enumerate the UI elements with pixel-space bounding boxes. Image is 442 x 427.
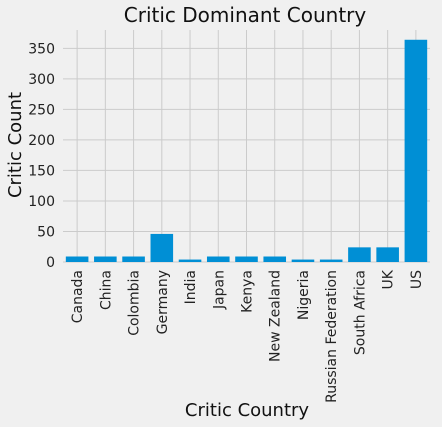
bar bbox=[206, 256, 230, 262]
bar bbox=[404, 39, 428, 263]
x-tick-label: Canada bbox=[70, 270, 86, 323]
x-tick-label: US bbox=[409, 270, 425, 289]
bar bbox=[65, 256, 89, 262]
x-axis-label: Critic Country bbox=[185, 400, 310, 421]
x-tick-label: UK bbox=[381, 269, 397, 289]
x-tick-label: Japan bbox=[211, 270, 227, 310]
bar bbox=[376, 247, 399, 262]
x-tick-labels: Canada China Colombia Germany India Japan Keny… bbox=[70, 269, 425, 403]
gridlines bbox=[63, 30, 430, 263]
bar bbox=[235, 256, 258, 262]
bar bbox=[178, 259, 202, 262]
y-tick-label: 200 bbox=[28, 133, 55, 149]
x-tick-label: Germany bbox=[155, 270, 171, 334]
bars bbox=[65, 39, 428, 263]
x-tick-label: New Zealand bbox=[268, 270, 284, 362]
bar bbox=[150, 233, 174, 262]
y-tick-labels: 0 50 100 150 200 250 300 350 bbox=[28, 41, 55, 271]
y-tick-label: 0 bbox=[46, 255, 55, 271]
y-tick-label: 100 bbox=[28, 194, 55, 210]
y-tick-label: 150 bbox=[28, 163, 55, 179]
bar bbox=[122, 256, 145, 262]
y-tick-label: 250 bbox=[28, 102, 55, 118]
chart-title: Critic Dominant Country bbox=[124, 3, 367, 27]
y-tick-label: 350 bbox=[28, 41, 55, 57]
bar bbox=[319, 259, 343, 262]
y-tick-label: 50 bbox=[37, 224, 55, 240]
x-tick-label: Nigeria bbox=[296, 270, 312, 320]
x-tick-label: India bbox=[183, 270, 199, 304]
x-tick-label: South Africa bbox=[352, 270, 368, 355]
bar bbox=[348, 247, 371, 262]
bar bbox=[291, 259, 315, 262]
x-tick-label: Russian Federation bbox=[324, 270, 340, 403]
x-tick-label: China bbox=[98, 270, 114, 310]
x-tick-label: Colombia bbox=[127, 270, 143, 336]
x-tick-label: Kenya bbox=[240, 270, 256, 313]
bar bbox=[94, 256, 117, 262]
bar bbox=[263, 256, 287, 262]
y-axis-label: Critic Count bbox=[5, 92, 26, 198]
y-tick-label: 300 bbox=[28, 72, 55, 88]
